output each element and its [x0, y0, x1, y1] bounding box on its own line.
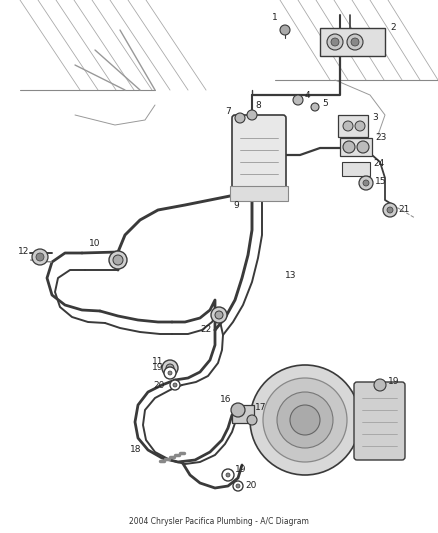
- Circle shape: [109, 251, 127, 269]
- Text: 19: 19: [388, 377, 399, 386]
- Text: 13: 13: [285, 271, 297, 279]
- Text: 15: 15: [375, 177, 386, 187]
- FancyBboxPatch shape: [342, 162, 370, 176]
- Circle shape: [233, 481, 243, 491]
- Text: 22: 22: [200, 326, 211, 335]
- Circle shape: [290, 405, 320, 435]
- Text: 20: 20: [153, 381, 164, 390]
- Circle shape: [327, 34, 343, 50]
- Circle shape: [343, 121, 353, 131]
- Circle shape: [164, 367, 176, 379]
- Circle shape: [36, 253, 44, 261]
- FancyBboxPatch shape: [340, 138, 372, 156]
- Text: 21: 21: [398, 206, 410, 214]
- Circle shape: [222, 469, 234, 481]
- Circle shape: [247, 415, 257, 425]
- Circle shape: [168, 371, 172, 375]
- Circle shape: [280, 25, 290, 35]
- Text: 24: 24: [373, 158, 384, 167]
- Circle shape: [293, 95, 303, 105]
- Circle shape: [374, 379, 386, 391]
- Circle shape: [331, 38, 339, 46]
- FancyBboxPatch shape: [232, 405, 254, 423]
- Text: 3: 3: [372, 114, 378, 123]
- Text: 17: 17: [255, 403, 266, 413]
- Circle shape: [226, 473, 230, 477]
- Text: 7: 7: [225, 107, 231, 116]
- FancyBboxPatch shape: [354, 382, 405, 460]
- Text: 5: 5: [322, 99, 328, 108]
- Circle shape: [162, 360, 178, 376]
- Text: 2: 2: [390, 23, 396, 33]
- Text: 10: 10: [88, 238, 100, 247]
- Circle shape: [357, 141, 369, 153]
- FancyBboxPatch shape: [320, 28, 385, 56]
- Text: 8: 8: [255, 101, 261, 109]
- Text: 1: 1: [272, 13, 278, 22]
- Circle shape: [247, 110, 257, 120]
- FancyBboxPatch shape: [338, 115, 368, 137]
- Circle shape: [387, 207, 393, 213]
- Circle shape: [250, 365, 360, 475]
- Circle shape: [211, 307, 227, 323]
- Text: 2004 Chrysler Pacifica Plumbing - A/C Diagram: 2004 Chrysler Pacifica Plumbing - A/C Di…: [129, 516, 309, 526]
- Text: 9: 9: [233, 201, 239, 211]
- Circle shape: [351, 38, 359, 46]
- Circle shape: [355, 121, 365, 131]
- Circle shape: [363, 180, 369, 186]
- Circle shape: [170, 380, 180, 390]
- Text: 20: 20: [245, 481, 256, 490]
- Circle shape: [277, 392, 333, 448]
- Text: 11: 11: [152, 358, 163, 367]
- Circle shape: [359, 176, 373, 190]
- Circle shape: [215, 311, 223, 319]
- Circle shape: [311, 103, 319, 111]
- Circle shape: [263, 378, 347, 462]
- Text: 19: 19: [235, 465, 247, 474]
- Circle shape: [166, 364, 174, 372]
- Text: 18: 18: [130, 446, 141, 455]
- Circle shape: [347, 34, 363, 50]
- Circle shape: [383, 203, 397, 217]
- Circle shape: [173, 383, 177, 387]
- Circle shape: [231, 403, 245, 417]
- FancyBboxPatch shape: [230, 186, 288, 201]
- Circle shape: [32, 249, 48, 265]
- Text: 23: 23: [375, 133, 386, 142]
- Text: 19: 19: [152, 364, 163, 373]
- Circle shape: [235, 113, 245, 123]
- Text: 4: 4: [305, 92, 311, 101]
- Text: 16: 16: [220, 395, 232, 405]
- Circle shape: [343, 141, 355, 153]
- FancyBboxPatch shape: [232, 115, 286, 201]
- Text: 12: 12: [18, 247, 29, 256]
- Circle shape: [236, 484, 240, 488]
- Circle shape: [113, 255, 123, 265]
